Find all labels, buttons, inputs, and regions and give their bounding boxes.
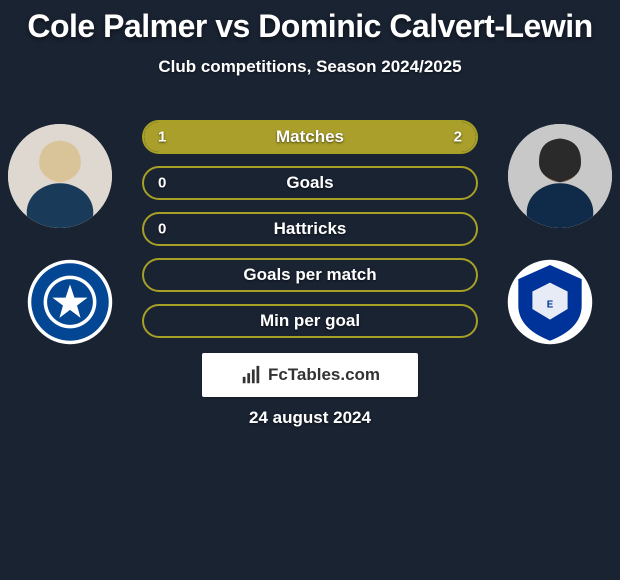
- stat-value-left: 0: [158, 175, 166, 192]
- stat-row: 0 Goals: [142, 166, 478, 200]
- stat-label: Matches: [276, 127, 344, 147]
- comparison-card: Cole Palmer vs Dominic Calvert-Lewin Clu…: [0, 0, 620, 580]
- date-text: 24 august 2024: [0, 408, 620, 428]
- chart-icon: [240, 364, 262, 386]
- stat-value-left: 0: [158, 221, 166, 238]
- stats-area: 1 2 Matches 0 Goals 0 Hattricks Goals per match…: [0, 120, 620, 350]
- stat-row: Min per goal: [142, 304, 478, 338]
- stat-label: Hattricks: [274, 219, 347, 239]
- stat-value-left: 1: [158, 129, 166, 146]
- brand-box: FcTables.com: [202, 353, 418, 397]
- stat-label: Goals: [286, 173, 333, 193]
- stat-row: 0 Hattricks: [142, 212, 478, 246]
- title: Cole Palmer vs Dominic Calvert-Lewin: [0, 0, 620, 45]
- stat-value-right: 2: [454, 129, 462, 146]
- stat-row: Goals per match: [142, 258, 478, 292]
- stat-row: 1 2 Matches: [142, 120, 478, 154]
- subtitle: Club competitions, Season 2024/2025: [0, 57, 620, 77]
- brand-text: FcTables.com: [268, 365, 380, 385]
- stat-label: Goals per match: [243, 265, 376, 285]
- stat-label: Min per goal: [260, 311, 360, 331]
